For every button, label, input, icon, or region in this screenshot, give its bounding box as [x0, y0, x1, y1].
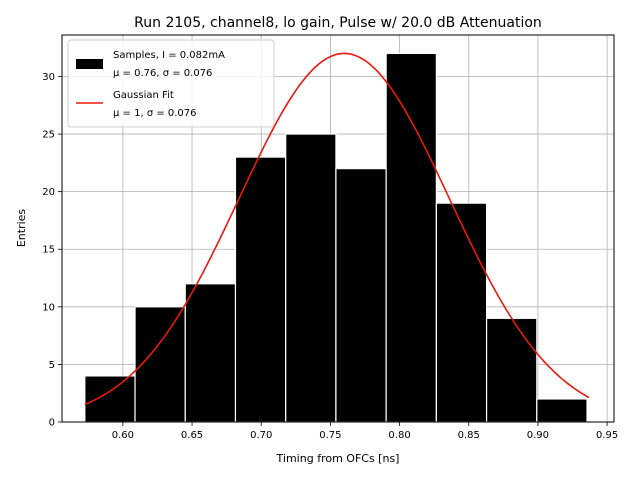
- histogram-bars: [84, 52, 588, 423]
- legend-stats-samples: μ = 0.76, σ = 0.076: [113, 68, 212, 79]
- y-tick-label: 20: [42, 187, 55, 198]
- x-tick-label: 0.60: [112, 430, 134, 441]
- gaussian-fit-layer: [84, 52, 590, 406]
- plot-frame: [61, 34, 615, 423]
- y-tick-label: 10: [42, 302, 55, 313]
- histogram-bar: [485, 317, 538, 423]
- y-axis-ticks: 0 5 10 15 20 25 30: [42, 72, 62, 429]
- histogram-bar: [134, 306, 186, 423]
- legend-swatch-samples: [76, 59, 103, 69]
- gaussian-fit-line: [84, 52, 590, 406]
- y-tick-label: 25: [42, 130, 55, 141]
- histogram-bar: [184, 283, 237, 423]
- legend-frame: [67, 39, 275, 128]
- histogram-bar: [385, 52, 437, 423]
- chart-title: Run 2105, channel8, lo gain, Pulse w/ 20…: [134, 15, 542, 31]
- y-axis-label: Entries: [15, 209, 28, 248]
- histogram-bar: [536, 398, 588, 423]
- histogram-bar: [435, 202, 488, 423]
- legend-stats-fit: μ = 1, σ = 0.076: [113, 108, 197, 119]
- x-tick-label: 0.80: [388, 430, 410, 441]
- x-tick-label: 0.85: [458, 430, 480, 441]
- histogram-bar: [84, 375, 136, 423]
- y-tick-label: 5: [49, 360, 55, 371]
- histogram-bar: [234, 156, 287, 423]
- histogram-bar: [285, 133, 337, 423]
- x-axis-ticks: 0.60 0.65 0.70 0.75 0.80 0.85 0.90 0.95: [112, 422, 618, 441]
- legend-label-fit: Gaussian Fit: [113, 90, 174, 101]
- legend: Samples, I = 0.082mA μ = 0.76, σ = 0.076…: [67, 39, 275, 128]
- legend-label-samples: Samples, I = 0.082mA: [113, 50, 225, 61]
- x-tick-label: 0.90: [527, 430, 549, 441]
- y-tick-label: 30: [42, 72, 55, 83]
- x-tick-label: 0.75: [319, 430, 341, 441]
- histogram-bar: [335, 168, 387, 423]
- y-tick-label: 0: [49, 418, 55, 429]
- x-axis-label: Timing from OFCs [ns]: [276, 452, 400, 465]
- x-tick-label: 0.95: [596, 430, 618, 441]
- x-tick-label: 0.70: [250, 430, 272, 441]
- x-tick-label: 0.65: [181, 430, 203, 441]
- y-tick-label: 15: [42, 245, 55, 256]
